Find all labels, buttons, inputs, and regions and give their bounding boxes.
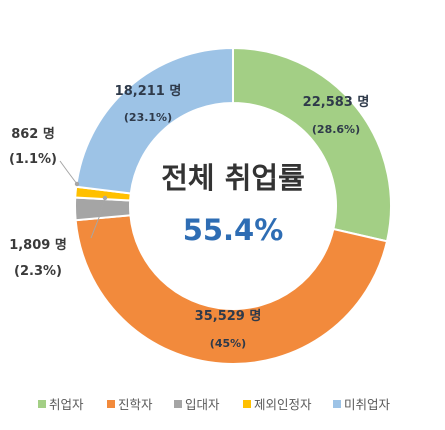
- legend-swatch-enlisted: [174, 400, 182, 408]
- leader-dot-excluded: [74, 181, 80, 187]
- data-label-count-enlisted: 1,809 명: [9, 237, 67, 253]
- data-labels-group: 22,583 명 (28.6%) 35,529 명 (45%) 1,809 명 (2.3%…: [9, 83, 369, 350]
- legend-swatch-employed: [38, 400, 46, 408]
- data-label-count-employed: 22,583 명: [303, 94, 370, 110]
- center-title: 전체 취업률: [161, 161, 305, 195]
- data-label-percent-excluded: (1.1%): [9, 152, 57, 167]
- legend-label-enlisted: 입대자: [185, 397, 220, 412]
- leader-dot-enlisted: [102, 195, 108, 201]
- data-label-percent-employed: (28.6%): [312, 123, 360, 136]
- legend-swatch-further-study: [107, 400, 115, 408]
- slice-employed: [232, 46, 392, 243]
- legend-label-unemployed: 미취업자: [344, 397, 391, 412]
- legend: 취업자 진학자 입대자 제외인정자 미취업자: [38, 397, 391, 412]
- leader-line-enlisted: [90, 197, 106, 239]
- legend-swatch-excluded: [243, 400, 251, 408]
- legend-label-excluded: 제외인정자: [254, 397, 312, 412]
- center-value: 55.4%: [183, 213, 284, 247]
- data-label-count-further-study: 35,529 명: [195, 308, 262, 324]
- legend-swatch-unemployed: [333, 400, 341, 408]
- data-label-percent-unemployed: (23.1%): [124, 111, 172, 124]
- data-label-percent-further-study: (45%): [210, 337, 246, 350]
- slices-group: [74, 46, 392, 365]
- leader-line-excluded: [59, 160, 78, 185]
- legend-label-employed: 취업자: [49, 397, 84, 412]
- slice-unemployed: [75, 46, 234, 195]
- data-label-percent-enlisted: (2.3%): [14, 264, 62, 279]
- data-label-count-excluded: 862 명: [11, 126, 55, 142]
- data-label-count-unemployed: 18,211 명: [115, 83, 182, 99]
- slice-further-study: [74, 214, 389, 365]
- legend-label-further-study: 진학자: [118, 397, 153, 412]
- leader-lines-group: [59, 160, 108, 239]
